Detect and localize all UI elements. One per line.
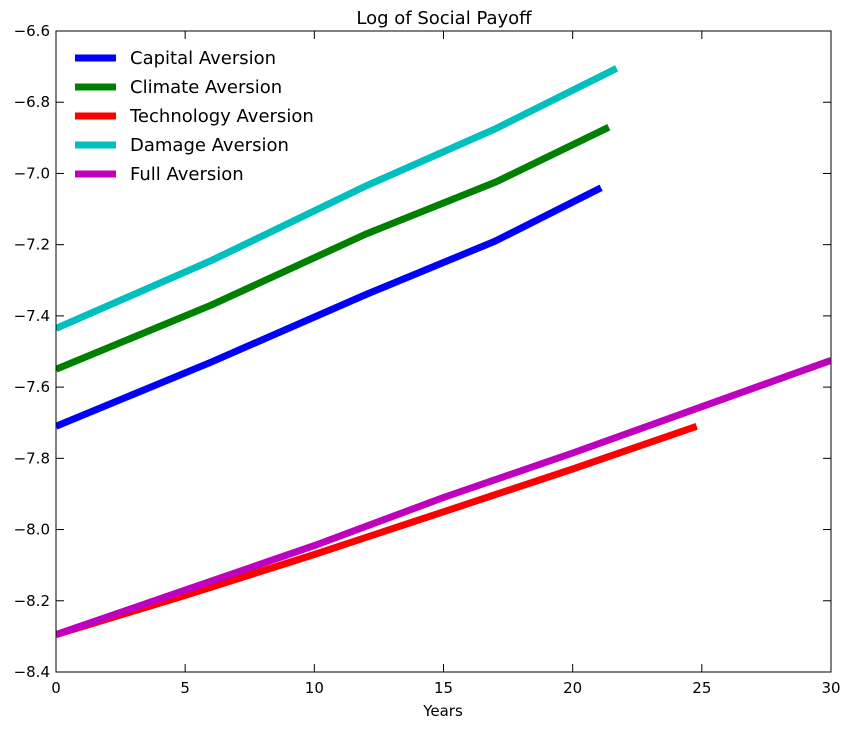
legend-label: Full Aversion bbox=[130, 164, 244, 185]
y-tick-label: −7.4 bbox=[14, 307, 50, 325]
chart-title: Log of Social Payoff bbox=[356, 8, 532, 29]
legend-label: Capital Aversion bbox=[130, 48, 276, 69]
y-tick-label: −7.2 bbox=[14, 236, 50, 254]
legend-item: Capital Aversion bbox=[75, 48, 276, 69]
series-line-technology-aversion bbox=[56, 422, 698, 638]
y-tick-label: −6.6 bbox=[14, 22, 50, 40]
legend-item: Technology Aversion bbox=[75, 106, 314, 127]
x-tick-label: 20 bbox=[563, 679, 582, 697]
series-line-full-aversion bbox=[56, 357, 831, 638]
y-tick-label: −7.0 bbox=[14, 164, 50, 182]
series-layer bbox=[56, 65, 831, 638]
y-tick-label: −8.2 bbox=[14, 592, 50, 610]
y-tick-label: −8.4 bbox=[14, 663, 50, 681]
x-tick-label: 5 bbox=[180, 679, 190, 697]
y-tick-label: −8.0 bbox=[14, 521, 50, 539]
x-tick-label: 10 bbox=[305, 679, 324, 697]
y-tick-label: −7.8 bbox=[14, 449, 50, 467]
legend-label: Climate Aversion bbox=[130, 77, 282, 98]
series-line-climate-aversion bbox=[56, 124, 611, 373]
legend-item: Full Aversion bbox=[75, 164, 244, 185]
legend-item: Damage Aversion bbox=[75, 135, 289, 156]
legend-label: Damage Aversion bbox=[130, 135, 289, 156]
legend-label: Technology Aversion bbox=[129, 106, 314, 127]
x-tick-label: 25 bbox=[692, 679, 711, 697]
legend: Capital Aversion Climate Aversion Technolo… bbox=[75, 48, 314, 185]
series-line-damage-aversion bbox=[56, 65, 619, 332]
y-tick-label: −6.8 bbox=[14, 93, 50, 111]
series-line-capital-aversion bbox=[56, 184, 603, 430]
x-axis-title: Years bbox=[422, 702, 463, 720]
ticks-layer: 0 5 10 15 20 25 30 −6.6 −6.8 −7.0 −7.2 −7.4 −7.6 −7.8… bbox=[14, 22, 841, 697]
x-tick-label: 15 bbox=[434, 679, 453, 697]
legend-item: Climate Aversion bbox=[75, 77, 282, 98]
x-tick-label: 0 bbox=[51, 679, 61, 697]
x-tick-label: 30 bbox=[821, 679, 840, 697]
y-tick-label: −7.6 bbox=[14, 378, 50, 396]
